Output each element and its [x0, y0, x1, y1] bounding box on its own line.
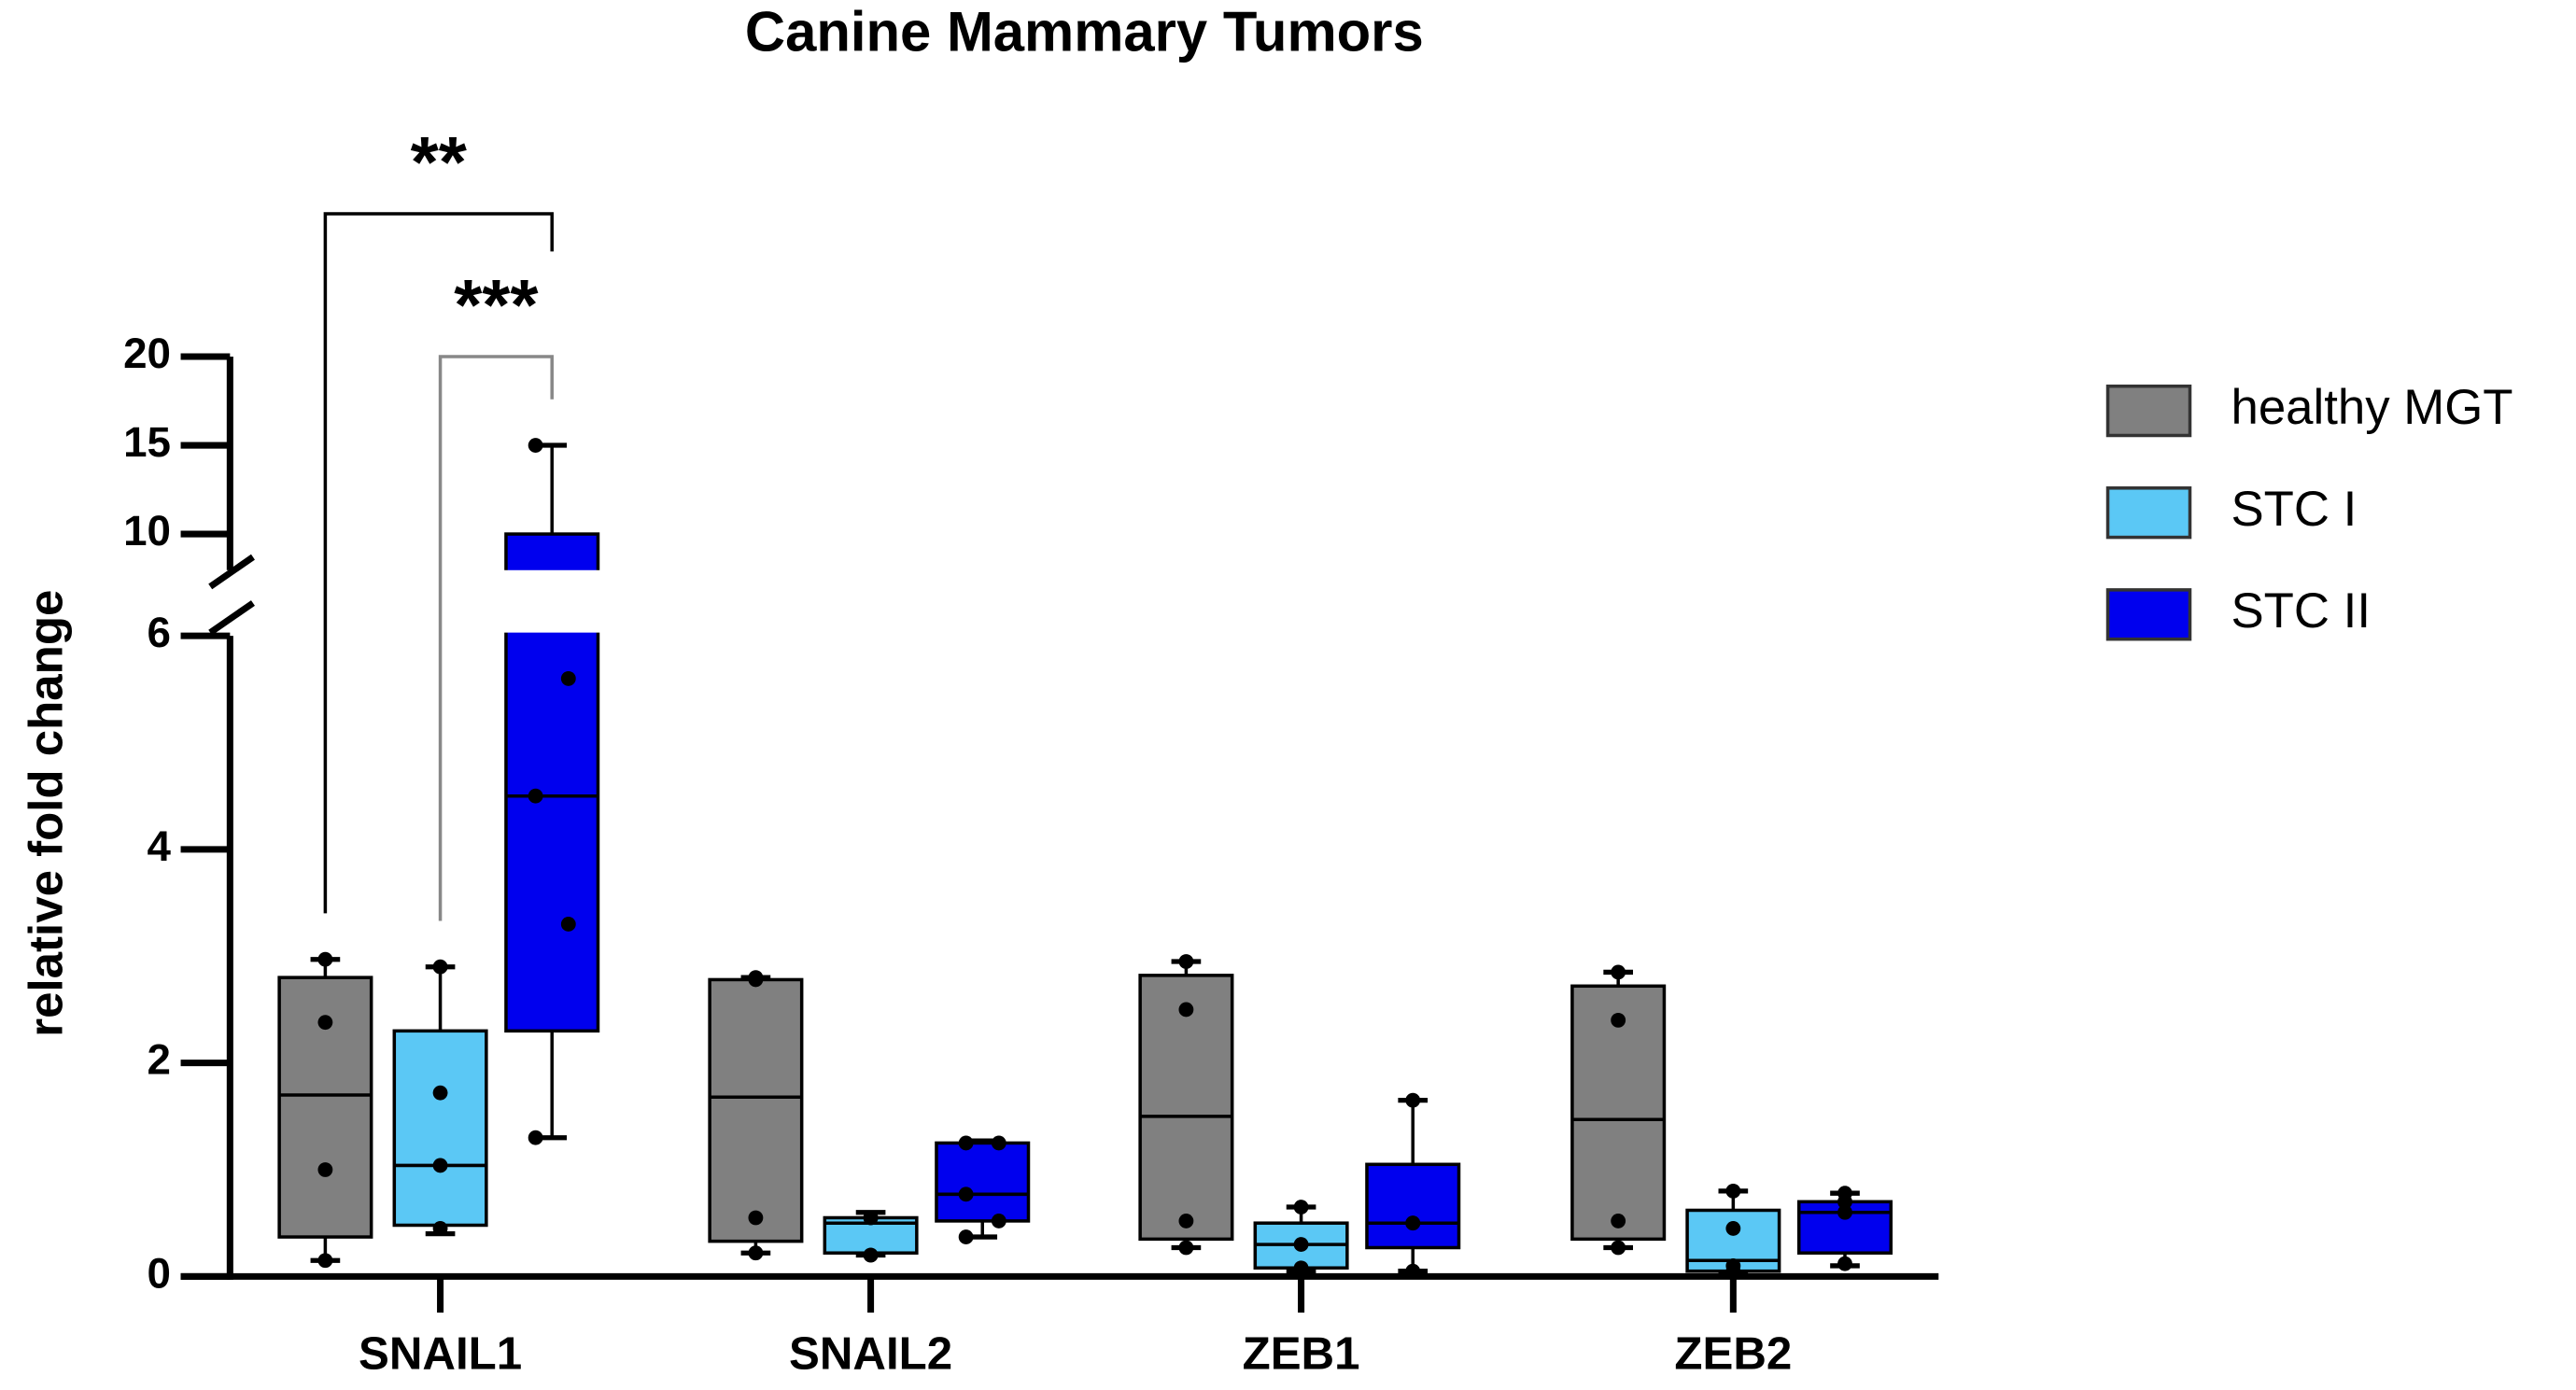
y-tick-label: 2 — [148, 1036, 171, 1084]
data-point — [748, 1210, 764, 1226]
box — [1570, 984, 1667, 1242]
legend-label: STC I — [2231, 482, 2357, 537]
data-point — [1293, 1237, 1309, 1252]
data-point — [1178, 1002, 1194, 1018]
data-point — [1611, 964, 1626, 980]
y-tick-label: 6 — [148, 609, 171, 656]
box — [1365, 1162, 1461, 1250]
data-point — [991, 1213, 1006, 1229]
x-tick-label: SNAIL2 — [789, 1328, 952, 1380]
data-point — [1178, 1213, 1194, 1229]
legend-swatch — [2105, 588, 2192, 641]
y-tick-label: 4 — [148, 822, 172, 870]
y-axis-label: relative fold change — [19, 590, 72, 1037]
data-point — [1725, 1183, 1741, 1199]
data-point — [1178, 1240, 1194, 1256]
legend-swatch — [2105, 486, 2192, 540]
data-point — [1837, 1204, 1852, 1220]
box — [708, 977, 804, 1243]
y-tick-label: 10 — [123, 507, 171, 555]
data-point — [560, 670, 576, 686]
data-point — [863, 1210, 879, 1226]
legend-label: healthy MGT — [2231, 380, 2513, 435]
data-point — [560, 917, 576, 932]
axis-break-mark — [208, 554, 255, 590]
data-point — [958, 1135, 974, 1151]
data-point — [1178, 954, 1194, 969]
data-point — [863, 1247, 879, 1263]
data-point — [748, 1245, 764, 1261]
y-tick-label: 0 — [148, 1249, 171, 1297]
significance-label: ** — [411, 122, 468, 203]
y-tick-label: 15 — [123, 418, 171, 466]
data-point — [1405, 1092, 1421, 1108]
axis-break-gap — [163, 569, 1939, 633]
data-point — [1837, 1194, 1852, 1210]
data-point — [432, 1158, 448, 1173]
x-tick-label: SNAIL1 — [359, 1328, 522, 1380]
data-point — [317, 951, 333, 967]
data-point — [528, 1130, 543, 1145]
data-point — [991, 1135, 1006, 1151]
significance-bracket — [323, 212, 554, 914]
data-point — [958, 1229, 974, 1244]
x-tick-label: ZEB1 — [1243, 1328, 1360, 1380]
box — [392, 1029, 488, 1228]
data-point — [1611, 1012, 1626, 1028]
data-point — [317, 1253, 333, 1269]
significance-bracket — [438, 355, 554, 921]
axis-break-mark — [208, 600, 255, 636]
data-point — [1837, 1256, 1852, 1271]
data-point — [528, 788, 543, 804]
legend-label: STC II — [2231, 583, 2371, 639]
data-point — [317, 1015, 333, 1031]
box — [935, 1141, 1031, 1223]
data-point — [317, 1162, 333, 1177]
box — [1138, 974, 1234, 1242]
data-point — [432, 959, 448, 975]
data-point — [1725, 1221, 1741, 1236]
data-point — [748, 972, 764, 988]
data-point — [958, 1186, 974, 1202]
data-point — [1293, 1200, 1309, 1214]
chart-title: Canine Mammary Tumors — [745, 1, 1424, 63]
data-point — [432, 1221, 448, 1236]
data-point — [1405, 1215, 1421, 1231]
data-point — [1611, 1213, 1626, 1229]
y-tick-label: 20 — [123, 330, 171, 377]
x-tick-label: ZEB2 — [1674, 1328, 1792, 1380]
significance-label: *** — [454, 265, 539, 345]
data-point — [432, 1085, 448, 1101]
data-point — [528, 438, 543, 453]
data-point — [1611, 1240, 1626, 1256]
legend-swatch — [2105, 384, 2192, 438]
